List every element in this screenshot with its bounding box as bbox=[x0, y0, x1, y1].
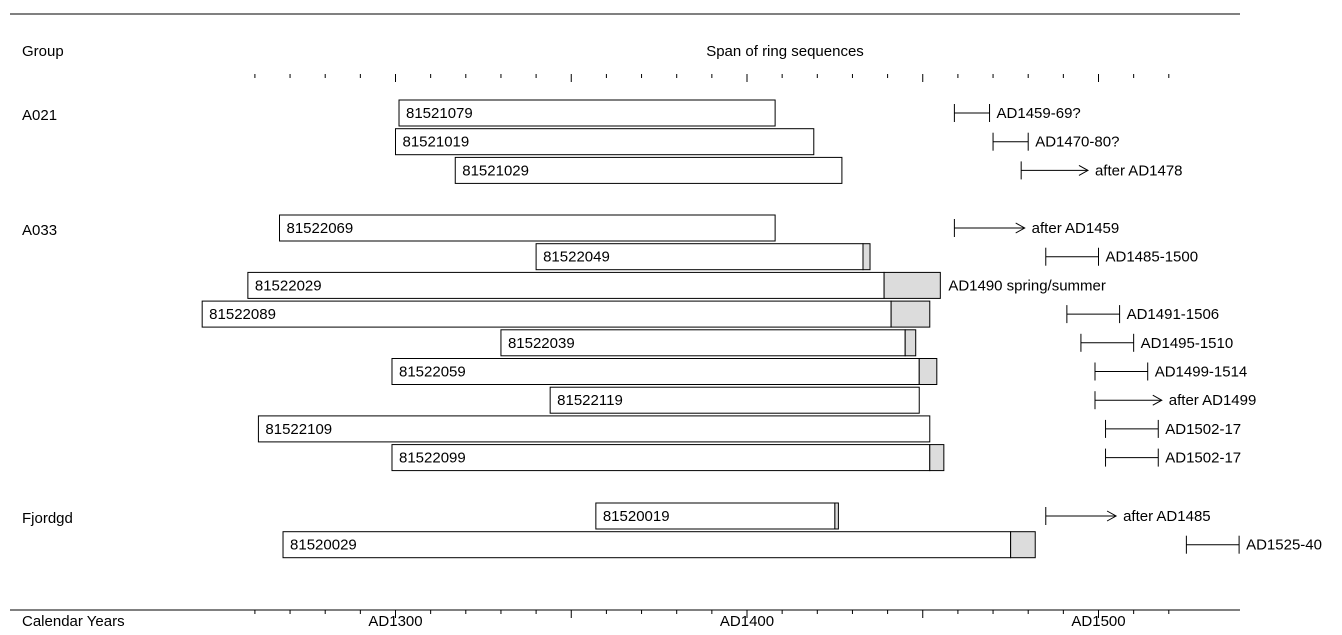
group-label: Fjordgd bbox=[22, 510, 73, 527]
group-label: A033 bbox=[22, 222, 57, 239]
heartwood-bar bbox=[398, 99, 776, 127]
sample-id: 81520019 bbox=[603, 508, 670, 525]
felling-range bbox=[1066, 305, 1121, 324]
felling-range bbox=[992, 132, 1029, 151]
felling-range bbox=[1094, 362, 1149, 381]
felling-range bbox=[1080, 333, 1135, 352]
group-label: A021 bbox=[22, 107, 57, 124]
heartwood-bar bbox=[257, 415, 931, 443]
felling-label: AD1502-17 bbox=[1165, 450, 1241, 467]
sapwood-bar bbox=[862, 243, 871, 271]
felling-label: AD1485-1500 bbox=[1106, 249, 1199, 266]
sapwood-bar bbox=[918, 358, 938, 385]
felling-range bbox=[1185, 535, 1240, 554]
group-header: Group bbox=[22, 43, 64, 60]
span-header: Span of ring sequences bbox=[706, 43, 864, 60]
felling-after bbox=[1020, 161, 1089, 180]
heartwood-bar bbox=[282, 531, 1012, 559]
arrow-head-icon bbox=[1106, 510, 1118, 522]
sapwood-bar bbox=[929, 444, 945, 472]
felling-label: AD1490 spring/summer bbox=[948, 277, 1106, 294]
heartwood-bar bbox=[535, 243, 864, 271]
arrow-head-icon bbox=[1078, 164, 1089, 176]
sample-id: 81522069 bbox=[287, 220, 354, 237]
heartwood-bar bbox=[549, 386, 920, 414]
felling-after bbox=[1045, 507, 1118, 525]
sapwood-bar bbox=[883, 271, 941, 299]
heartwood-bar bbox=[395, 128, 815, 156]
arrow-head-icon bbox=[1015, 222, 1026, 234]
axis-label: Calendar Years bbox=[22, 613, 125, 630]
felling-range bbox=[953, 104, 991, 122]
sample-id: 81522099 bbox=[399, 450, 466, 467]
sample-id: 81522049 bbox=[543, 249, 610, 266]
felling-label: after AD1459 bbox=[1032, 220, 1120, 237]
sample-rows: A021 81521079 AD1459-69? 81521019 AD1470-80?… bbox=[22, 99, 1322, 559]
felling-label: AD1459-69? bbox=[997, 105, 1081, 122]
felling-label: AD1470-80? bbox=[1035, 134, 1119, 151]
heartwood-bar bbox=[454, 156, 843, 184]
x-tick-label: AD1500 bbox=[1071, 613, 1125, 630]
sapwood-bar bbox=[1010, 531, 1036, 559]
sample-id: 81521079 bbox=[406, 105, 473, 122]
sample-id: 81522089 bbox=[209, 306, 276, 323]
felling-label: AD1491-1506 bbox=[1127, 306, 1220, 323]
felling-label: AD1525-40 bbox=[1246, 537, 1322, 554]
sample-id: 81522029 bbox=[255, 277, 322, 294]
sample-id: 81522119 bbox=[557, 392, 623, 409]
sample-id: 81522109 bbox=[265, 421, 332, 438]
felling-label: after AD1485 bbox=[1123, 508, 1211, 525]
felling-label: AD1502-17 bbox=[1165, 421, 1241, 438]
sample-id: 81521019 bbox=[403, 134, 470, 151]
arrow-head-icon bbox=[1152, 394, 1163, 406]
sapwood-bar bbox=[834, 502, 839, 530]
top-ticks bbox=[254, 74, 1170, 82]
sample-id: 81521029 bbox=[462, 162, 529, 179]
felling-label: AD1495-1510 bbox=[1141, 335, 1234, 352]
felling-range bbox=[1105, 448, 1159, 467]
felling-label: after AD1499 bbox=[1169, 392, 1257, 409]
x-tick-label: AD1300 bbox=[368, 613, 422, 630]
felling-range bbox=[1045, 247, 1099, 266]
x-tick-label: AD1400 bbox=[720, 613, 774, 630]
x-tick-labels: AD1300 AD1400 AD1500 bbox=[368, 613, 1125, 630]
heartwood-bar bbox=[279, 214, 776, 242]
sample-id: 81522059 bbox=[399, 364, 466, 381]
heartwood-bar bbox=[247, 271, 885, 299]
heartwood-bar bbox=[391, 444, 931, 472]
heartwood-bar bbox=[391, 358, 920, 385]
sample-id: 81522039 bbox=[508, 335, 575, 352]
felling-after bbox=[953, 219, 1026, 237]
sapwood-bar bbox=[904, 329, 917, 357]
bottom-ticks bbox=[254, 610, 1170, 618]
felling-label: after AD1478 bbox=[1095, 162, 1183, 179]
heartwood-bar bbox=[500, 329, 906, 357]
felling-after bbox=[1094, 391, 1163, 410]
heartwood-bar bbox=[595, 502, 836, 530]
heartwood-bar bbox=[201, 300, 892, 328]
felling-label: AD1499-1514 bbox=[1155, 364, 1248, 381]
sapwood-bar bbox=[890, 300, 931, 328]
felling-range bbox=[1105, 419, 1159, 438]
sample-id: 81520029 bbox=[290, 537, 357, 554]
